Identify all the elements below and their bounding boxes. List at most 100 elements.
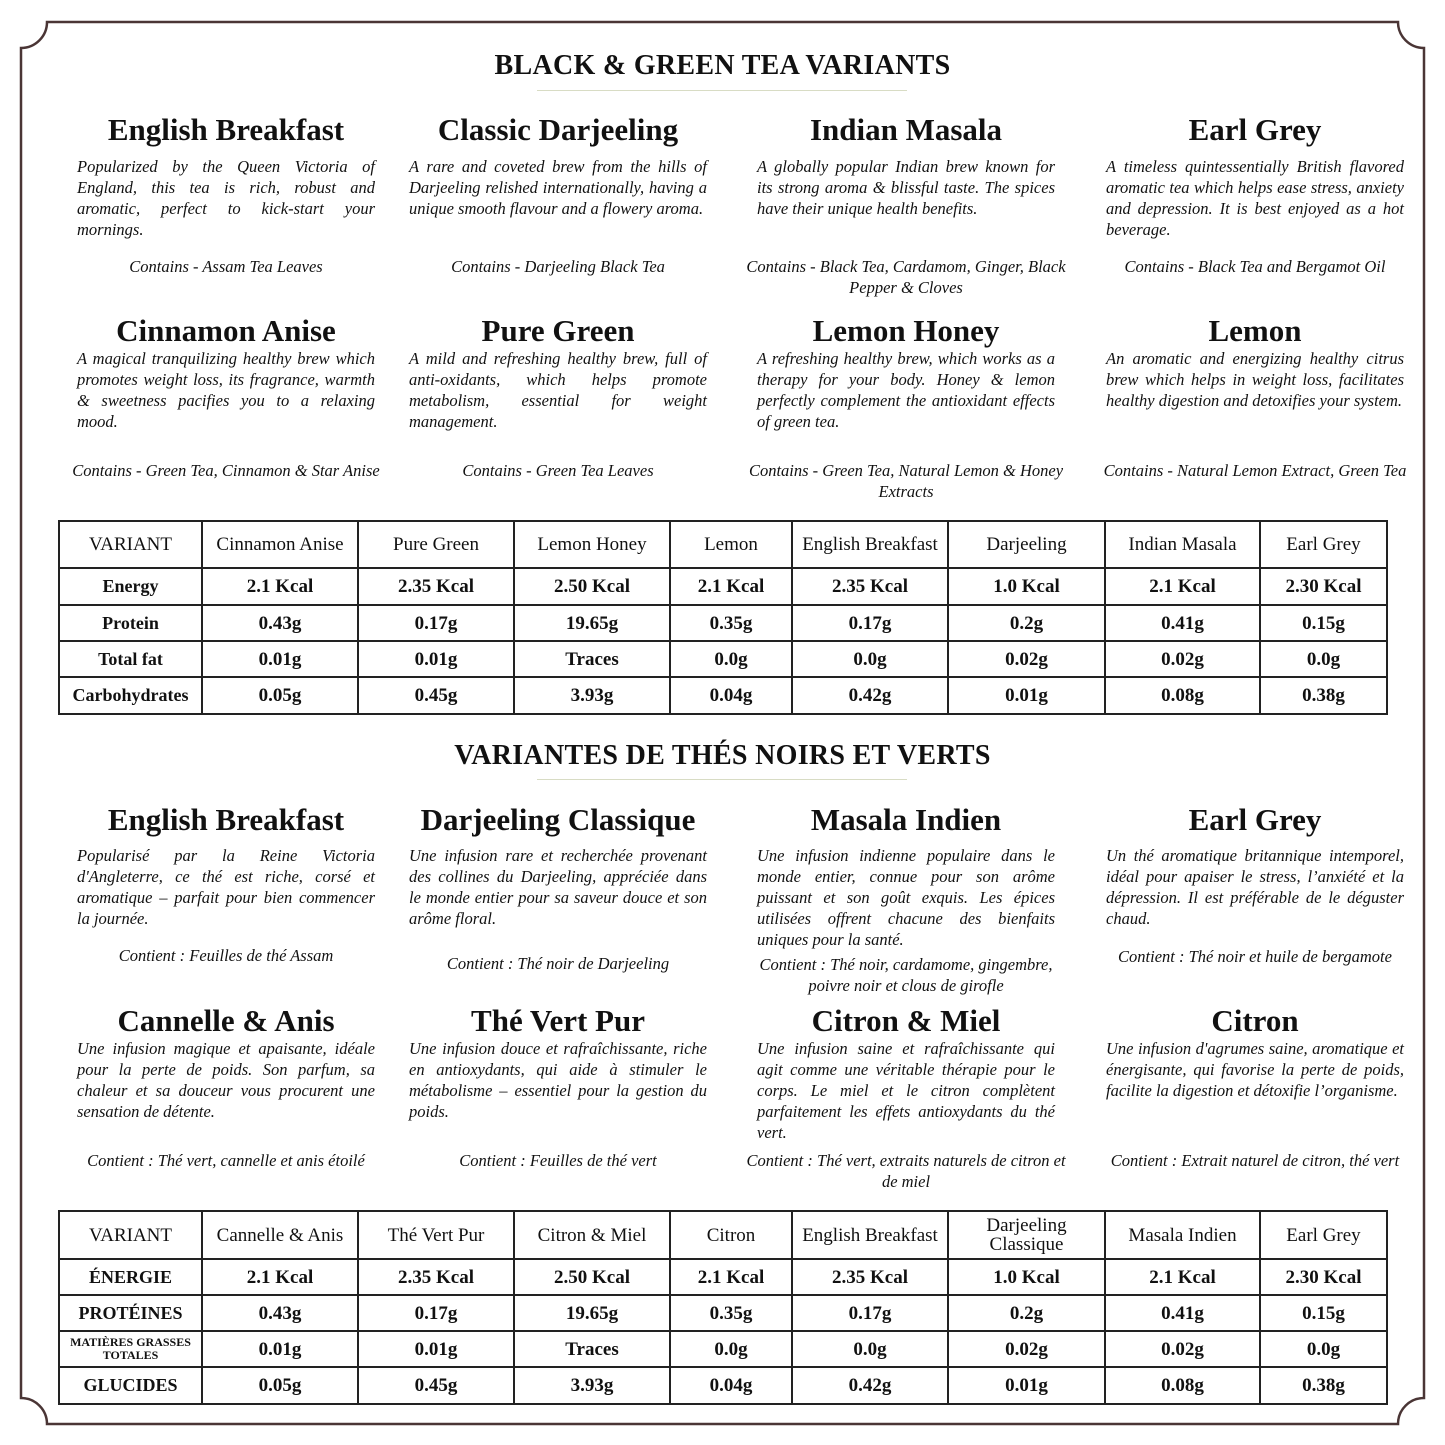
table-cell: 0.43g: [201, 604, 359, 642]
tea-contains: Contains - Natural Lemon Extract, Green …: [1103, 461, 1407, 480]
table-cell: 1.0 Kcal: [947, 1258, 1106, 1296]
table-cell: 0.01g: [947, 1366, 1106, 1405]
table-cell: Traces: [513, 1330, 671, 1368]
row-label: Protein: [58, 604, 203, 642]
tea-description: Une infusion douce et rafraîchissante, r…: [409, 1039, 707, 1121]
tea-name: Cannelle & Anis: [117, 1003, 335, 1038]
tea-description: Popularisé par la Reine Victoria d'Angle…: [77, 846, 375, 928]
tea-name: Masala Indien: [810, 802, 1002, 837]
table-cell: 0.01g: [947, 676, 1106, 715]
tea-description: Une infusion magique et apaisante, idéal…: [77, 1039, 375, 1121]
table-cell: 2.1 Kcal: [669, 567, 793, 606]
table-cell: 2.35 Kcal: [357, 567, 515, 606]
table-cell: 2.50 Kcal: [513, 567, 671, 606]
column-header: Masala Indien: [1104, 1210, 1261, 1260]
tea-description: Une infusion rare et recherchée provenan…: [409, 846, 707, 928]
tea-contains: Contains - Green Tea, Cinnamon & Star An…: [72, 461, 380, 480]
column-header: Cinnamon Anise: [201, 520, 359, 569]
row-label: PROTÉINES: [58, 1294, 203, 1332]
table-row: ÉNERGIE 2.1 Kcal 2.35 Kcal 2.50 Kcal 2.1 Kca…: [58, 1258, 1388, 1296]
tea-description: Une infusion saine et rafraîchissante qu…: [757, 1039, 1055, 1142]
table-cell: 0.17g: [357, 1294, 515, 1332]
column-header: Citron & Miel: [513, 1210, 671, 1260]
tea-name: Lemon Honey: [812, 313, 1000, 348]
table-cell: 0.2g: [947, 1294, 1106, 1332]
column-header: Earl Grey: [1259, 520, 1388, 569]
tea-contains: Contient : Thé noir de Darjeeling: [446, 954, 670, 973]
row-label: ÉNERGIE: [58, 1258, 203, 1296]
french-section-heading: VARIANTES DE THÉS NOIRS ET VERTS: [454, 740, 991, 771]
tea-name: Lemon: [1208, 313, 1302, 348]
table-cell: 0.02g: [947, 1330, 1106, 1368]
tea-contains: Contient : Thé noir et huile de bergamot…: [1118, 947, 1392, 966]
row-label: Energy: [58, 567, 203, 606]
table-row: MATIÈRES GRASSES TOTALES 0.01g 0.01g Traces…: [58, 1330, 1388, 1368]
table-cell: Traces: [513, 640, 671, 678]
table-cell: 2.1 Kcal: [201, 567, 359, 606]
tea-name: Citron & Miel: [811, 1003, 1001, 1038]
column-header: VARIANT: [58, 1210, 203, 1260]
table-cell: 0.0g: [1259, 1330, 1388, 1368]
table-cell: 0.17g: [357, 604, 515, 642]
tea-description: Popularized by the Queen Victoria of Eng…: [77, 157, 375, 239]
table-cell: 2.30 Kcal: [1259, 1258, 1388, 1296]
table-cell: 0.17g: [791, 604, 949, 642]
table-cell: 0.35g: [669, 1294, 793, 1332]
tea-description: A rare and coveted brew from the hills o…: [409, 157, 707, 218]
table-cell: 0.15g: [1259, 604, 1388, 642]
table-header-row: VARIANT Cannelle & Anis Thé Vert Pur Citron…: [58, 1210, 1388, 1260]
table-cell: 0.15g: [1259, 1294, 1388, 1332]
tea-description: Une infusion d'agrumes saine, aromatique…: [1106, 1039, 1404, 1100]
table-cell: 2.30 Kcal: [1259, 567, 1388, 606]
table-cell: 0.0g: [791, 1330, 949, 1368]
tea-name: Cinnamon Anise: [116, 313, 336, 348]
table-cell: 2.35 Kcal: [357, 1258, 515, 1296]
table-cell: 0.02g: [947, 640, 1106, 678]
table-row: GLUCIDES 0.05g 0.45g 3.93g 0.04g 0.42g 0.01g 0.…: [58, 1366, 1388, 1405]
table-cell: 19.65g: [513, 1294, 671, 1332]
tea-contains: Contient : Feuilles de thé Assam: [118, 946, 334, 965]
tea-description: Une infusion indienne populaire dans le …: [757, 846, 1055, 949]
tea-description: A magical tranquilizing healthy brew whi…: [77, 349, 375, 431]
table-cell: 0.41g: [1104, 1294, 1261, 1332]
table-cell: 0.17g: [791, 1294, 949, 1332]
table-cell: 0.45g: [357, 1366, 515, 1405]
table-cell: 2.1 Kcal: [669, 1258, 793, 1296]
table-cell: 0.01g: [201, 640, 359, 678]
tea-contains: Contains - Assam Tea Leaves: [129, 257, 323, 276]
tea-name: English Breakfast: [107, 802, 345, 837]
english-section-heading: BLACK & GREEN TEA VARIANTS: [494, 50, 951, 81]
table-cell: 2.35 Kcal: [791, 1258, 949, 1296]
tea-contains: Contient : Thé vert, cannelle et anis ét…: [87, 1151, 365, 1170]
column-header: Pure Green: [357, 520, 515, 569]
table-cell: 2.1 Kcal: [1104, 567, 1261, 606]
tea-contains: Contient : Feuilles de thé vert: [459, 1151, 657, 1170]
tea-contains: Contains - Black Tea, Cardamom, Ginger, …: [746, 257, 1066, 297]
row-label: GLUCIDES: [58, 1366, 203, 1405]
table-cell: 0.45g: [357, 676, 515, 715]
tea-name: Pure Green: [481, 313, 635, 348]
tea-description: A mild and refreshing healthy brew, full…: [409, 349, 707, 431]
column-header: Citron: [669, 1210, 793, 1260]
table-cell: 0.08g: [1104, 676, 1261, 715]
table-cell: 1.0 Kcal: [947, 567, 1106, 606]
table-cell: 0.01g: [201, 1330, 359, 1368]
column-header: VARIANT: [58, 520, 203, 569]
tea-name: Earl Grey: [1188, 802, 1322, 837]
column-header: Darjeeling Classique: [947, 1210, 1106, 1260]
tea-contains: Contient : Thé noir, cardamome, gingembr…: [759, 955, 1053, 995]
tea-name: Classic Darjeeling: [437, 112, 679, 147]
table-cell: 0.0g: [791, 640, 949, 678]
table-cell: 0.08g: [1104, 1366, 1261, 1405]
tea-description: A timeless quintessentially British flav…: [1106, 157, 1404, 239]
table-cell: 0.02g: [1104, 1330, 1261, 1368]
table-row: Protein 0.43g 0.17g 19.65g 0.35g 0.17g 0.2g 0.4…: [58, 604, 1388, 642]
tea-name: Earl Grey: [1188, 112, 1322, 147]
column-header: Cannelle & Anis: [201, 1210, 359, 1260]
table-cell: 0.05g: [201, 676, 359, 715]
tea-description: A refreshing healthy brew, which works a…: [757, 349, 1055, 431]
column-header: Thé Vert Pur: [357, 1210, 515, 1260]
table-cell: 19.65g: [513, 604, 671, 642]
table-cell: 0.01g: [357, 640, 515, 678]
